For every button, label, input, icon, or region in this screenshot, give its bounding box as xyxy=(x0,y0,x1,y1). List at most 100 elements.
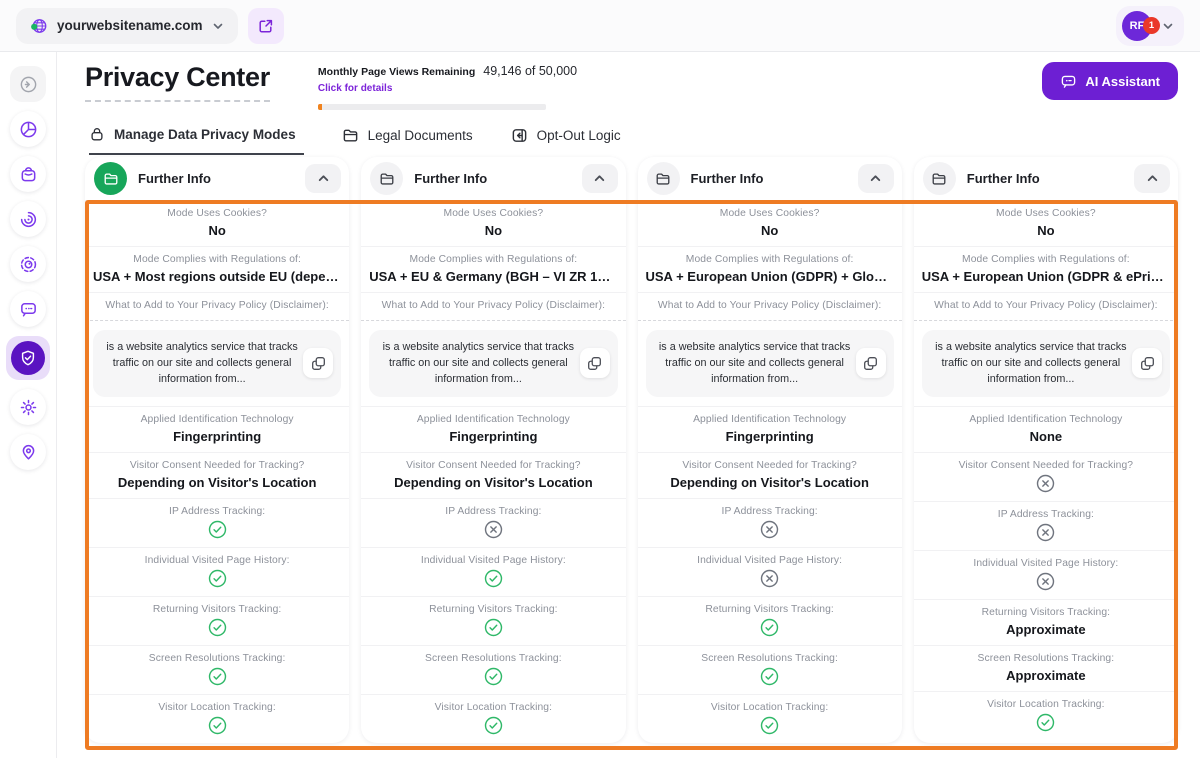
page-title: Privacy Center xyxy=(85,62,270,102)
page-history-row: Individual Visited Page History: xyxy=(913,549,1178,599)
regulations-row: Mode Complies with Regulations of: USA + … xyxy=(913,246,1178,292)
folder-icon xyxy=(342,127,359,144)
cookies-row: Mode Uses Cookies? No xyxy=(85,200,350,246)
chevron-down-icon xyxy=(212,20,224,32)
returning-visitors-row: Returning Visitors Tracking: xyxy=(637,595,902,645)
regulations-row: Mode Complies with Regulations of: USA + … xyxy=(85,246,350,292)
copy-button[interactable] xyxy=(1132,348,1162,379)
copy-button[interactable] xyxy=(303,348,334,379)
collapse-section-button[interactable] xyxy=(581,164,618,193)
screen-resolutions-row: Screen Resolutions Tracking: xyxy=(637,644,902,694)
returning-visitors-row: Returning Visitors Tracking: xyxy=(85,595,350,645)
sidebar-item-privacy-center[interactable] xyxy=(6,336,50,380)
x-circle-icon xyxy=(1037,572,1055,590)
copy-icon xyxy=(863,356,878,371)
ai-assistant-button[interactable]: AI Assistant xyxy=(1042,62,1178,100)
privacy-modes-comparison: Further Info Mode Uses Cookies? No Mode C… xyxy=(85,157,1178,750)
copy-button[interactable] xyxy=(579,348,610,379)
location-pin-icon[interactable] xyxy=(10,434,46,470)
topbar: yourwebsitename.com RF 1 xyxy=(0,0,1200,52)
disclaimer-text: is a website analytics service that trac… xyxy=(106,341,298,386)
ip-tracking-row: IP Address Tracking: xyxy=(637,497,902,547)
mode-card: Further Info Mode Uses Cookies? No Mode C… xyxy=(361,157,626,743)
page-history-row: Individual Visited Page History: xyxy=(361,546,626,596)
website-selector[interactable]: yourwebsitename.com xyxy=(16,7,238,44)
chat-icon[interactable] xyxy=(10,291,46,327)
collapse-section-button[interactable] xyxy=(305,164,342,193)
check-circle-icon xyxy=(760,667,779,685)
check-circle-icon xyxy=(208,520,226,538)
gear-icon[interactable] xyxy=(10,389,46,425)
check-circle-icon xyxy=(208,569,226,587)
copy-icon xyxy=(587,356,602,371)
x-circle-icon xyxy=(760,569,779,587)
folder-icon xyxy=(94,162,127,195)
check-circle-icon xyxy=(208,667,226,685)
visitor-location-row: Visitor Location Tracking: xyxy=(913,690,1178,740)
returning-visitors-row: Returning Visitors Tracking: xyxy=(361,595,626,645)
check-circle-icon xyxy=(484,716,503,734)
x-circle-icon xyxy=(760,520,779,538)
focus-icon[interactable] xyxy=(10,246,46,282)
shield-check-icon xyxy=(11,341,45,375)
ip-tracking-row: IP Address Tracking: xyxy=(913,500,1178,550)
regulations-row: Mode Complies with Regulations of: USA + … xyxy=(361,246,626,292)
disclaimer-text: is a website analytics service that trac… xyxy=(382,341,575,386)
visitor-location-row: Visitor Location Tracking: xyxy=(85,693,350,743)
tab-label: Opt-Out Logic xyxy=(536,127,621,143)
card-header: Further Info xyxy=(85,157,349,200)
card-title: Further Info xyxy=(966,171,1040,186)
visitor-location-row: Visitor Location Tracking: xyxy=(361,693,626,743)
tab-legal-documents[interactable]: Legal Documents xyxy=(342,126,473,155)
spiral-icon[interactable] xyxy=(10,201,46,237)
tab-opt-out-logic[interactable]: Opt-Out Logic xyxy=(511,126,621,155)
page-history-row: Individual Visited Page History: xyxy=(637,546,902,596)
usage-details-link[interactable]: Click for details xyxy=(317,83,393,94)
pie-chart-icon[interactable] xyxy=(10,111,46,147)
cookies-row: Mode Uses Cookies? No xyxy=(637,200,902,246)
disclaimer-box-row: is a website analytics service that trac… xyxy=(361,321,625,406)
disclaimer-box-row: is a website analytics service that trac… xyxy=(85,321,349,406)
check-circle-icon xyxy=(1037,713,1055,731)
x-circle-icon xyxy=(1037,523,1055,541)
card-title: Further Info xyxy=(690,171,764,186)
mode-card: Further Info Mode Uses Cookies? No Mode C… xyxy=(913,157,1178,743)
check-circle-icon xyxy=(484,667,503,685)
identification-technology-row: Applied Identification Technology Fingerp… xyxy=(637,405,902,452)
card-title: Further Info xyxy=(414,171,488,186)
sidebar xyxy=(0,52,57,758)
copy-icon xyxy=(311,356,326,371)
disclaimer-label-row: What to Add to Your Privacy Policy (Disc… xyxy=(637,292,902,321)
identification-technology-row: Applied Identification Technology None xyxy=(913,405,1178,452)
bag-icon[interactable] xyxy=(10,156,46,192)
card-header: Further Info xyxy=(914,157,1178,200)
collapse-section-button[interactable] xyxy=(1134,164,1170,193)
collapse-section-button[interactable] xyxy=(857,164,894,193)
mode-card: Further Info Mode Uses Cookies? No Mode C… xyxy=(637,157,902,743)
check-circle-icon xyxy=(208,618,226,636)
website-name: yourwebsitename.com xyxy=(57,18,203,33)
account-menu[interactable]: RF 1 xyxy=(1116,5,1184,46)
ip-tracking-row: IP Address Tracking: xyxy=(361,497,626,547)
open-website-button[interactable] xyxy=(247,7,284,44)
copy-icon xyxy=(1140,356,1155,371)
consent-row: Visitor Consent Needed for Tracking? xyxy=(913,451,1178,501)
screen-resolutions-row: Screen Resolutions Tracking: Approximate xyxy=(913,644,1178,691)
check-circle-icon xyxy=(760,716,779,734)
check-circle-icon xyxy=(760,618,779,636)
x-circle-icon xyxy=(484,520,503,538)
collapse-arrow-icon[interactable] xyxy=(10,66,46,102)
disclaimer-text: is a website analytics service that trac… xyxy=(935,341,1127,386)
notification-badge: 1 xyxy=(1143,16,1160,34)
disclaimer-label-row: What to Add to Your Privacy Policy (Disc… xyxy=(913,292,1178,321)
usage-label: Monthly Page Views Remaining xyxy=(317,66,476,78)
external-link-icon xyxy=(258,18,274,34)
copy-button[interactable] xyxy=(855,348,886,379)
visitor-location-row: Visitor Location Tracking: xyxy=(637,693,902,743)
check-circle-icon xyxy=(208,716,226,734)
tab-manage-data-privacy-modes[interactable]: Manage Data Privacy Modes xyxy=(89,126,304,155)
tab-label: Legal Documents xyxy=(367,127,473,143)
identification-technology-row: Applied Identification Technology Fingerp… xyxy=(361,405,626,452)
globe-icon xyxy=(30,17,48,35)
